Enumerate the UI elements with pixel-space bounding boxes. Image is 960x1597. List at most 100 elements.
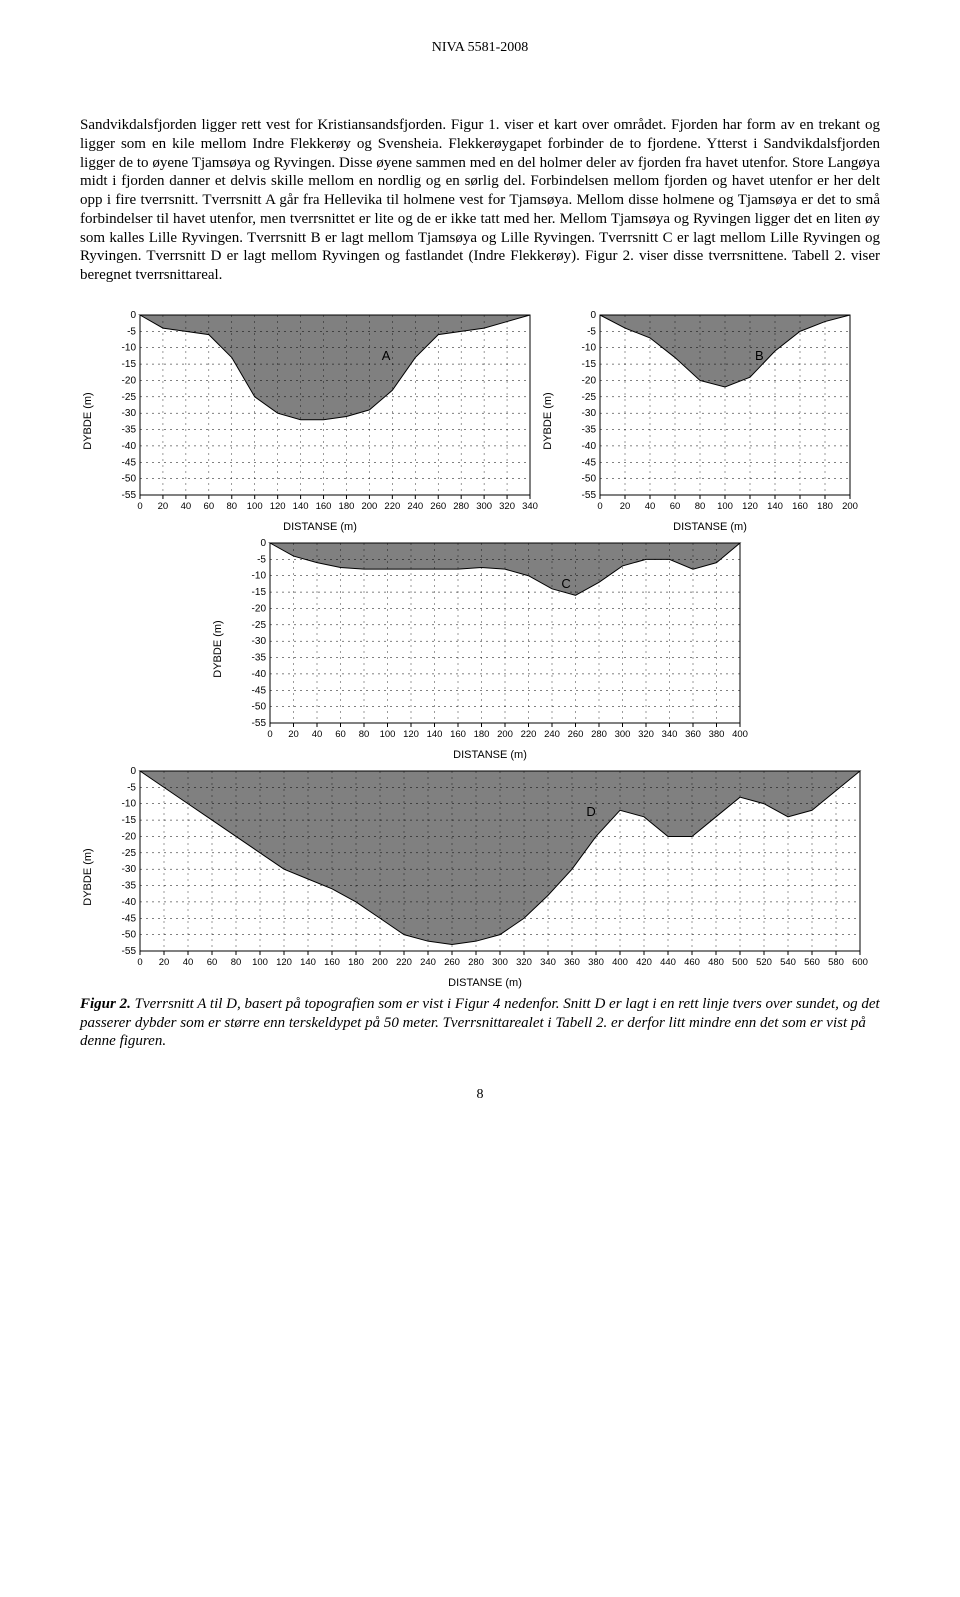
svg-text:80: 80	[226, 501, 237, 512]
svg-text:0: 0	[597, 501, 602, 512]
svg-text:-15: -15	[252, 587, 267, 598]
page-number: 8	[80, 1087, 880, 1103]
svg-text:160: 160	[450, 729, 466, 740]
svg-text:300: 300	[492, 957, 508, 968]
chart-x-axis-label: DISTANSE (m)	[100, 977, 870, 989]
svg-text:-20: -20	[122, 831, 137, 842]
svg-text:-50: -50	[252, 701, 267, 712]
svg-text:-45: -45	[582, 457, 597, 468]
svg-text:300: 300	[476, 501, 492, 512]
svg-text:100: 100	[252, 957, 268, 968]
svg-text:120: 120	[403, 729, 419, 740]
svg-text:140: 140	[767, 501, 783, 512]
svg-text:60: 60	[335, 729, 346, 740]
svg-text:A: A	[382, 348, 391, 363]
svg-text:-20: -20	[252, 603, 267, 614]
svg-text:160: 160	[792, 501, 808, 512]
chart-y-axis-label: DYBDE (m)	[212, 620, 224, 677]
svg-text:B: B	[755, 348, 764, 363]
svg-text:100: 100	[247, 501, 263, 512]
svg-text:320: 320	[638, 729, 654, 740]
svg-text:520: 520	[756, 957, 772, 968]
svg-text:-25: -25	[122, 848, 137, 859]
svg-text:220: 220	[384, 501, 400, 512]
svg-text:-35: -35	[122, 424, 137, 435]
svg-text:140: 140	[427, 729, 443, 740]
svg-text:180: 180	[817, 501, 833, 512]
svg-text:-20: -20	[122, 375, 137, 386]
figure-caption-text: Tverrsnitt A til D, basert på topografie…	[80, 996, 880, 1050]
chart-plot-area: 0-5-10-15-20-25-30-35-40-45-50-550204060…	[560, 309, 860, 519]
svg-text:-40: -40	[252, 669, 267, 680]
svg-text:100: 100	[380, 729, 396, 740]
figure-caption-lead: Figur 2.	[80, 996, 131, 1012]
svg-text:260: 260	[568, 729, 584, 740]
svg-text:280: 280	[591, 729, 607, 740]
svg-text:200: 200	[842, 501, 858, 512]
svg-text:80: 80	[695, 501, 706, 512]
svg-text:-45: -45	[122, 457, 137, 468]
svg-text:60: 60	[207, 957, 218, 968]
chart-row-middle: DYBDE (m)0-5-10-15-20-25-30-35-40-45-50-…	[230, 537, 880, 761]
svg-text:-35: -35	[122, 880, 137, 891]
figure-caption: Figur 2. Tverrsnitt A til D, basert på t…	[80, 995, 880, 1051]
svg-text:-40: -40	[122, 441, 137, 452]
svg-text:220: 220	[521, 729, 537, 740]
svg-text:20: 20	[620, 501, 631, 512]
svg-text:180: 180	[348, 957, 364, 968]
svg-text:-45: -45	[122, 913, 137, 924]
svg-text:-30: -30	[252, 636, 267, 647]
svg-text:400: 400	[732, 729, 748, 740]
svg-text:260: 260	[444, 957, 460, 968]
svg-text:200: 200	[497, 729, 513, 740]
svg-text:0: 0	[137, 957, 142, 968]
svg-text:180: 180	[474, 729, 490, 740]
svg-text:380: 380	[709, 729, 725, 740]
svg-text:-5: -5	[587, 326, 596, 337]
svg-text:-30: -30	[582, 408, 597, 419]
chart-C: DYBDE (m)0-5-10-15-20-25-30-35-40-45-50-…	[230, 537, 750, 761]
svg-text:420: 420	[636, 957, 652, 968]
svg-text:320: 320	[516, 957, 532, 968]
svg-text:40: 40	[183, 957, 194, 968]
chart-row-top: DYBDE (m)0-5-10-15-20-25-30-35-40-45-50-…	[100, 309, 880, 533]
svg-text:-40: -40	[122, 897, 137, 908]
svg-text:D: D	[586, 804, 595, 819]
svg-text:20: 20	[159, 957, 170, 968]
svg-text:460: 460	[684, 957, 700, 968]
svg-text:440: 440	[660, 957, 676, 968]
svg-text:40: 40	[312, 729, 323, 740]
svg-text:-50: -50	[122, 929, 137, 940]
svg-text:-35: -35	[582, 424, 597, 435]
svg-text:-20: -20	[582, 375, 597, 386]
svg-text:C: C	[561, 576, 570, 591]
svg-text:-5: -5	[127, 782, 136, 793]
svg-text:380: 380	[588, 957, 604, 968]
svg-text:200: 200	[372, 957, 388, 968]
svg-text:-35: -35	[252, 652, 267, 663]
charts-container: DYBDE (m)0-5-10-15-20-25-30-35-40-45-50-…	[80, 309, 880, 989]
chart-B: DYBDE (m)0-5-10-15-20-25-30-35-40-45-50-…	[560, 309, 860, 533]
svg-text:80: 80	[359, 729, 370, 740]
svg-text:-5: -5	[127, 326, 136, 337]
svg-text:300: 300	[615, 729, 631, 740]
svg-text:20: 20	[158, 501, 169, 512]
svg-text:-5: -5	[257, 554, 266, 565]
svg-text:-25: -25	[582, 392, 597, 403]
svg-text:-55: -55	[252, 718, 267, 729]
svg-text:-25: -25	[122, 392, 137, 403]
svg-text:240: 240	[420, 957, 436, 968]
svg-text:40: 40	[645, 501, 656, 512]
svg-text:-10: -10	[252, 570, 267, 581]
svg-text:160: 160	[324, 957, 340, 968]
svg-text:140: 140	[300, 957, 316, 968]
svg-text:0: 0	[130, 310, 136, 321]
svg-text:360: 360	[685, 729, 701, 740]
chart-x-axis-label: DISTANSE (m)	[560, 521, 860, 533]
svg-text:-10: -10	[122, 342, 137, 353]
svg-text:-55: -55	[582, 490, 597, 501]
chart-y-axis-label: DYBDE (m)	[82, 848, 94, 905]
svg-text:-55: -55	[122, 946, 137, 957]
chart-plot-area: 0-5-10-15-20-25-30-35-40-45-50-550204060…	[100, 765, 870, 975]
svg-text:-15: -15	[122, 359, 137, 370]
